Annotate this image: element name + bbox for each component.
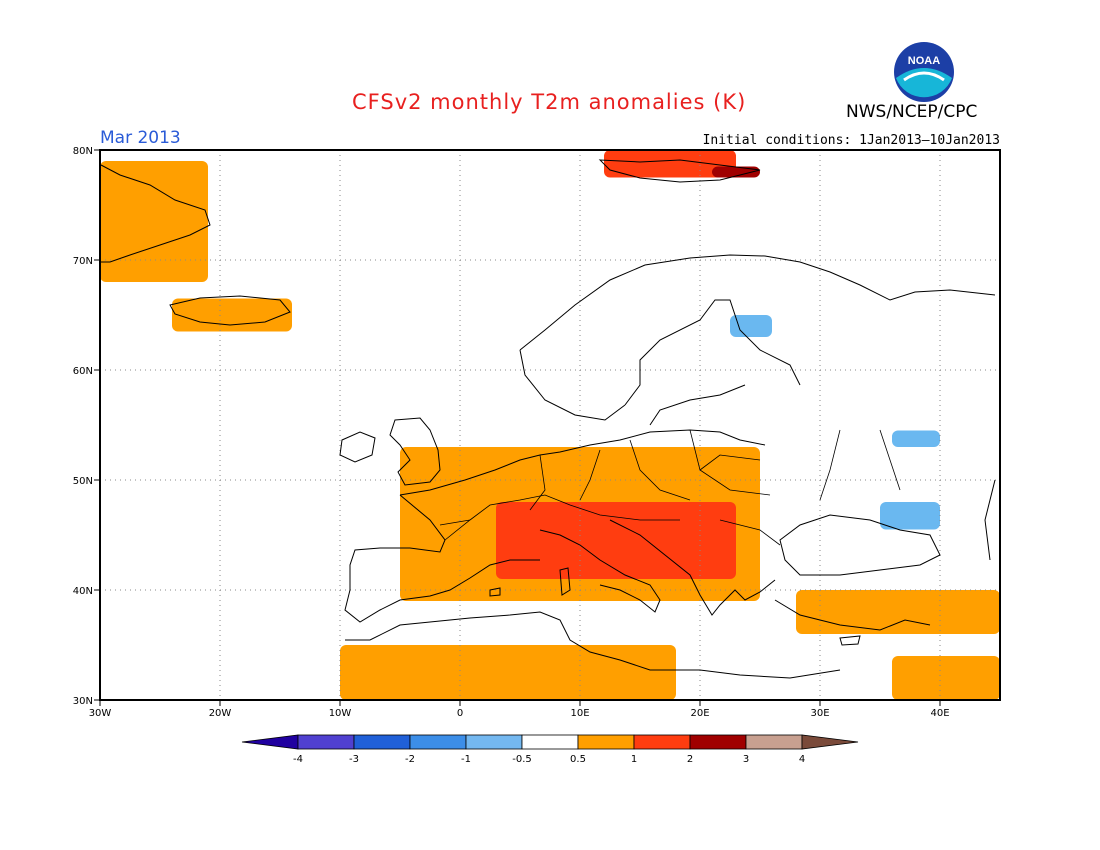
colorbar-legend: -4 -3 -2 -1 -0.5 0.5 1 2 3 4	[241, 734, 859, 765]
initial-conditions: Initial conditions: 1Jan2013–10Jan2013	[702, 133, 1000, 148]
latitude-labels: 80N 70N 60N 50N 40N 30N	[73, 146, 100, 707]
legend-swatch	[409, 734, 467, 750]
anomaly-region-3	[496, 502, 736, 579]
legend-swatch	[689, 734, 747, 750]
longitude-labels: 30W 20W 10W 0 10E 20E 30E 40E	[89, 700, 950, 719]
lon-label: 10W	[329, 708, 352, 719]
lon-label: 30W	[89, 708, 112, 719]
legend-label: -2	[405, 754, 415, 765]
legend-swatch	[633, 734, 691, 750]
legend-swatch	[353, 734, 411, 750]
legend-swatch	[801, 734, 859, 750]
lat-label: 60N	[73, 366, 93, 377]
legend-label: 3	[743, 754, 749, 765]
lon-label: 0	[457, 708, 463, 719]
legend-swatch	[521, 734, 579, 750]
anomaly-region-8	[712, 166, 760, 178]
noaa-logo: NOAA	[894, 42, 954, 102]
anomaly-region-4	[340, 645, 676, 699]
legend-label: -3	[349, 754, 359, 765]
legend-label: 1	[631, 754, 637, 765]
lat-label: 40N	[73, 586, 93, 597]
anomaly-region-7	[604, 151, 736, 178]
coastlines	[100, 159, 996, 679]
anomaly-region-1	[172, 298, 292, 332]
lon-label: 20E	[690, 708, 709, 719]
logo-text: NOAA	[908, 55, 940, 67]
map-frame	[99, 149, 1001, 701]
lat-label: 80N	[73, 146, 93, 157]
legend-label: -0.5	[512, 754, 532, 765]
gridlines	[100, 150, 1000, 700]
forecast-month: Mar 2013	[100, 128, 181, 148]
organization-label: NWS/NCEP/CPC	[846, 102, 978, 122]
lon-label: 10E	[570, 708, 589, 719]
lon-label: 40E	[930, 708, 949, 719]
anomaly-region-11	[892, 430, 940, 447]
anomaly-region-10	[880, 502, 940, 530]
legend-label: 4	[799, 754, 805, 765]
anomaly-region-0	[101, 161, 208, 282]
legend-swatch	[465, 734, 523, 750]
legend-swatch	[241, 734, 299, 750]
lon-label: 20W	[209, 708, 232, 719]
anomaly-region-9	[730, 315, 772, 337]
country-borders	[439, 429, 901, 546]
legend-label: 2	[687, 754, 693, 765]
lon-label: 30E	[810, 708, 829, 719]
map-title: CFSv2 monthly T2m anomalies (K)	[352, 90, 747, 114]
anomaly-region-6	[892, 656, 999, 699]
legend-swatch	[297, 734, 355, 750]
anomaly-region-5	[796, 590, 999, 634]
anomaly-regions	[101, 151, 999, 699]
legend-label: -1	[461, 754, 471, 765]
lat-label: 50N	[73, 476, 93, 487]
legend-swatch	[577, 734, 635, 750]
lat-label: 70N	[73, 256, 93, 267]
legend-label: -4	[293, 754, 303, 765]
legend-swatch	[745, 734, 803, 750]
legend-label: 0.5	[570, 754, 586, 765]
lat-label: 30N	[73, 696, 93, 707]
